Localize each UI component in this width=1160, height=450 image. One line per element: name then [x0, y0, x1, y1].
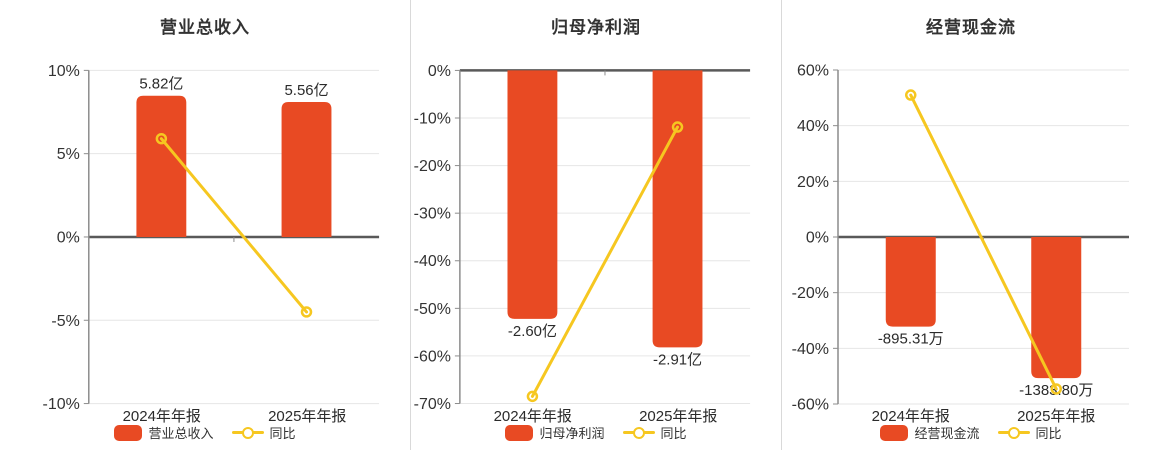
chart-title-revenue: 营业总收入 [160, 18, 250, 37]
y-tick-label: -70% [414, 396, 451, 413]
y-tick-label: -10% [414, 110, 451, 127]
panel-cash-flow: 经营现金流 60% 40% 20% 0% -20% -40% -60% -895.31万 -13… [782, 0, 1160, 450]
yoy-line [909, 93, 1058, 391]
bar-2024[interactable] [136, 95, 187, 237]
revenue-chart-canvas: 10% 5% 0% -5% -10% 5.82亿 5.56亿 [43, 63, 380, 413]
panel-revenue: 营业总收入 10% 5% 0% -5% -10% 5.82亿 5.56亿 2024年年报 2… [0, 0, 411, 450]
legend-label-yoy: 同比 [660, 426, 687, 441]
bar-2025[interactable] [652, 70, 703, 348]
legend-label-yoy: 同比 [1035, 426, 1062, 441]
y-tick-label: -40% [792, 341, 829, 358]
y-tick-label: -40% [414, 253, 451, 270]
yoy-marker-2024[interactable] [526, 390, 539, 403]
x-axis-label-2025: 2025年年报 [1017, 408, 1096, 425]
yoy-line-icon [997, 425, 1030, 440]
legend-item-yoy-line[interactable]: 同比 [622, 423, 687, 442]
y-tick-label: -20% [414, 158, 451, 175]
bar-value-label: -895.31万 [878, 331, 944, 348]
y-tick-label: -5% [51, 313, 79, 330]
bar-value-label: -2.60亿 [508, 323, 557, 340]
yoy-marker-2024[interactable] [905, 89, 917, 101]
y-tick-label: 20% [797, 174, 829, 191]
legend-net-profit: 归母净利润 同比 [411, 423, 781, 442]
y-tick-label: -10% [43, 396, 80, 413]
chart-title-cash-flow: 经营现金流 [926, 18, 1016, 37]
bar-swatch-icon [880, 424, 909, 441]
y-tick-label: 10% [48, 63, 80, 80]
y-tick-label: 5% [57, 146, 80, 163]
legend-label-bar: 经营现金流 [914, 426, 980, 441]
x-axis-label-2025: 2025年年报 [639, 408, 718, 425]
y-tick-label: -20% [792, 285, 829, 302]
legend-revenue: 营业总收入 同比 [0, 423, 410, 442]
x-axis-label-2024: 2024年年报 [871, 408, 950, 425]
bar-value-label: -1383.80万 [1019, 382, 1093, 399]
yoy-marker-2025[interactable] [300, 306, 313, 318]
bar-2024[interactable] [885, 237, 936, 327]
y-tick-label: -60% [414, 348, 451, 365]
legend-label-bar: 归母净利润 [539, 426, 605, 441]
y-tick-label: -60% [792, 397, 829, 414]
bar-value-label: 5.56亿 [284, 82, 328, 99]
y-tick-label: -30% [414, 206, 451, 223]
y-tick-label: 0% [428, 63, 451, 80]
y-tick-label: 40% [797, 118, 829, 135]
bar-2025[interactable] [1031, 237, 1082, 379]
yoy-line [159, 137, 308, 314]
y-tick-label: -50% [414, 301, 451, 318]
legend-label-yoy: 同比 [269, 426, 296, 441]
yoy-line-icon [622, 425, 655, 440]
x-axis-label-2024: 2024年年报 [493, 408, 572, 425]
yoy-marker-2024[interactable] [155, 132, 168, 145]
y-tick-label: 0% [806, 230, 829, 247]
cash-flow-chart-canvas: 60% 40% 20% 0% -20% -40% -60% -895.31万 -1383.80万 [792, 63, 1129, 414]
legend-item-bar-series[interactable]: 营业总收入 [114, 423, 214, 442]
x-axis-label-2025: 2025年年报 [268, 408, 347, 425]
yoy-marker-2025[interactable] [671, 121, 684, 133]
x-axis-label-2024: 2024年年报 [122, 408, 201, 425]
yoy-line-icon [231, 425, 264, 440]
bar-value-label: -2.91亿 [653, 351, 702, 368]
legend-item-yoy-line[interactable]: 同比 [997, 423, 1062, 442]
bar-2025[interactable] [281, 102, 332, 237]
y-tick-label: 0% [57, 229, 80, 246]
legend-cash-flow: 经营现金流 同比 [782, 423, 1160, 442]
chart-title-net-profit: 归母净利润 [551, 18, 641, 37]
net-profit-chart-canvas: 0% -10% -20% -30% -40% -50% -60% -70% -2.60亿 -2.9… [414, 63, 751, 413]
y-tick-label: 60% [797, 63, 829, 80]
panel-net-profit: 归母净利润 0% -10% -20% -30% -40% -50% -60% -70% -2.6… [411, 0, 782, 450]
legend-item-bar-series[interactable]: 经营现金流 [880, 423, 980, 442]
bar-swatch-icon [505, 424, 534, 441]
bar-2024[interactable] [507, 70, 558, 319]
bar-swatch-icon [114, 424, 143, 441]
bar-value-label: 5.82亿 [139, 76, 183, 93]
legend-item-yoy-line[interactable]: 同比 [231, 423, 296, 442]
yoy-marker-2025[interactable] [1050, 383, 1062, 395]
yoy-line [530, 125, 680, 398]
legend-label-bar: 营业总收入 [148, 426, 214, 441]
legend-item-bar-series[interactable]: 归母净利润 [505, 423, 605, 442]
